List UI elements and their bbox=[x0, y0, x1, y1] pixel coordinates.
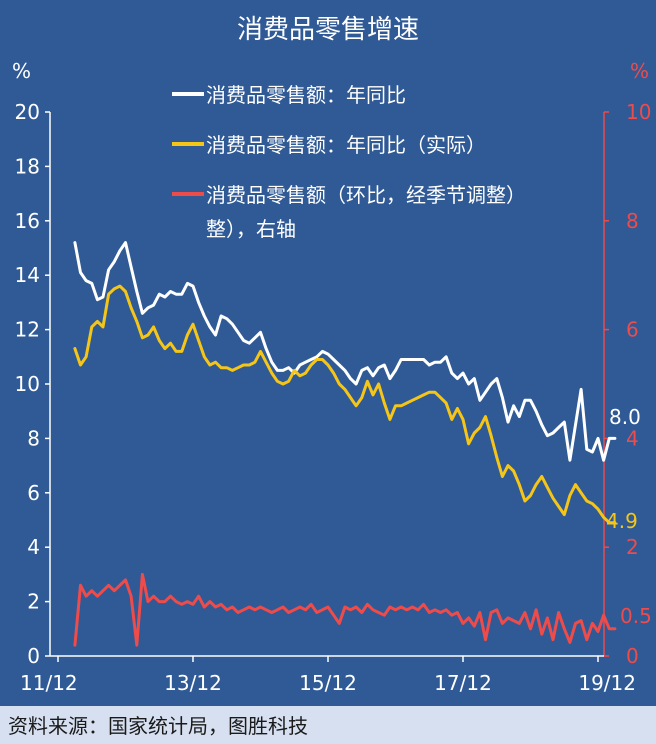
left-tick-label: 8 bbox=[27, 426, 40, 450]
right-tick-label: 2 bbox=[626, 535, 639, 559]
x-tick-label: 17/12 bbox=[434, 671, 492, 695]
x-tick-label: 11/12 bbox=[20, 671, 78, 695]
left-tick-label: 6 bbox=[27, 481, 40, 505]
left-tick-label: 16 bbox=[15, 209, 40, 233]
left-tick-label: 10 bbox=[15, 372, 40, 396]
right-tick-label: 8 bbox=[626, 209, 639, 233]
left-tick-label: 18 bbox=[15, 154, 40, 178]
series-line-1 bbox=[73, 241, 617, 462]
legend-label-1: 消费品零售额：年同比 bbox=[206, 83, 406, 107]
end-label-3: 0.5 bbox=[620, 604, 652, 628]
source-note: 资料来源：国家统计局，图胜科技 bbox=[8, 714, 308, 738]
chart-title: 消费品零售增速 bbox=[237, 15, 419, 45]
left-axis-unit: % bbox=[12, 59, 31, 83]
end-label-2: 4.9 bbox=[606, 509, 638, 533]
end-label-1: 8.0 bbox=[609, 405, 641, 429]
x-tick-label: 15/12 bbox=[299, 671, 357, 695]
left-tick-label: 4 bbox=[27, 535, 40, 559]
legend-label-2: 消费品零售额：年同比（实际） bbox=[206, 133, 486, 157]
right-tick-label: 6 bbox=[626, 318, 639, 342]
right-tick-label: 10 bbox=[626, 100, 651, 124]
x-tick-label: 19/12 bbox=[578, 671, 636, 695]
source-bar bbox=[0, 706, 656, 744]
left-tick-label: 20 bbox=[15, 100, 40, 124]
legend-label-3: 消费品零售额（环比，经季节调整） bbox=[206, 183, 526, 207]
left-tick-label: 14 bbox=[15, 263, 40, 287]
left-tick-label: 12 bbox=[15, 318, 40, 342]
left-tick-label: 2 bbox=[27, 590, 40, 614]
series-line-3 bbox=[73, 572, 617, 647]
left-tick-label: 0 bbox=[27, 644, 40, 668]
series-line-2 bbox=[73, 284, 617, 525]
right-tick-label: 4 bbox=[626, 426, 639, 450]
right-axis-unit: % bbox=[630, 59, 649, 83]
x-tick-label: 13/12 bbox=[164, 671, 222, 695]
legend-label-3: 整），右轴 bbox=[206, 217, 296, 241]
right-tick-label: 0 bbox=[626, 644, 639, 668]
